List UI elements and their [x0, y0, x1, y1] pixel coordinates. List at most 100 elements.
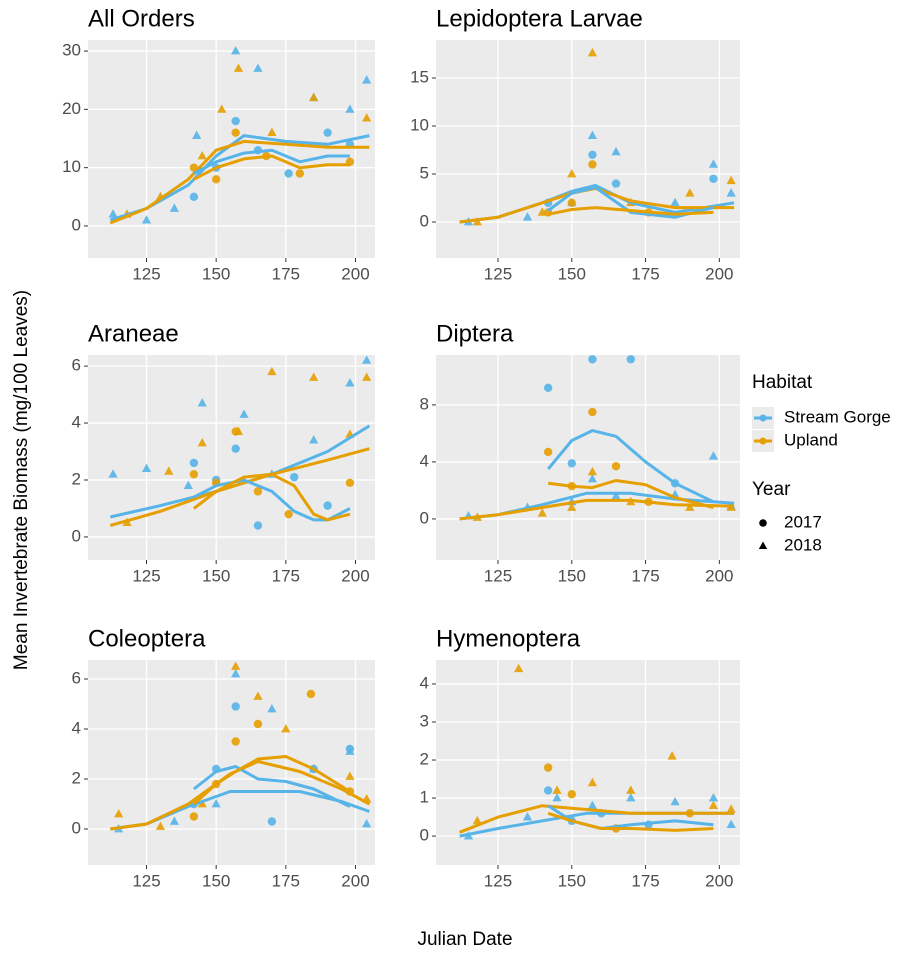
- point: [588, 150, 597, 160]
- point: [543, 786, 553, 795]
- point: [233, 63, 244, 72]
- trend-line: [109, 139, 370, 225]
- trend-line: [192, 755, 351, 806]
- point: [362, 372, 372, 381]
- x-tick-label: 125: [132, 871, 160, 890]
- panel-title: Hymenoptera: [436, 625, 581, 652]
- point: [306, 689, 316, 699]
- legend-title: Habitat: [752, 372, 813, 393]
- y-tick-label: 5: [420, 163, 429, 182]
- point: [155, 821, 166, 830]
- point: [472, 815, 482, 825]
- point: [267, 127, 277, 137]
- y-tick-label: 3: [420, 711, 429, 730]
- point: [587, 48, 598, 57]
- point: [708, 793, 719, 802]
- point: [289, 472, 299, 482]
- point: [685, 188, 695, 197]
- x-tick-label: 200: [341, 871, 369, 890]
- x-tick-label: 200: [705, 871, 733, 890]
- x-tick-label: 125: [484, 264, 512, 283]
- point: [141, 215, 152, 224]
- point: [708, 800, 719, 810]
- point: [108, 209, 118, 218]
- y-tick-label: 0: [420, 826, 429, 845]
- point: [588, 407, 597, 417]
- point: [253, 63, 263, 72]
- point: [267, 703, 277, 713]
- trend-line: [193, 154, 350, 181]
- point: [611, 461, 621, 471]
- x-tick-label: 175: [272, 566, 300, 585]
- x-tick-label: 200: [341, 264, 369, 283]
- point: [670, 796, 680, 806]
- panel-title: Araneae: [88, 320, 179, 347]
- legend-label: 2017: [784, 512, 822, 531]
- point: [309, 372, 319, 381]
- y-tick-label: 10: [62, 157, 81, 176]
- point: [726, 819, 736, 829]
- point: [587, 473, 598, 483]
- point: [211, 798, 221, 808]
- point: [552, 785, 562, 794]
- point: [362, 818, 372, 828]
- legend-symbol: [758, 541, 768, 550]
- legend-symbol: [759, 519, 767, 527]
- point: [192, 130, 202, 139]
- point: [114, 808, 124, 818]
- point: [588, 160, 597, 169]
- y-tick-label: 4: [72, 718, 81, 737]
- trend-line: [547, 429, 715, 504]
- trend-line: [547, 185, 714, 219]
- point: [626, 793, 636, 802]
- legend-label: 2018: [784, 535, 822, 554]
- point: [295, 169, 304, 178]
- point: [567, 502, 577, 511]
- trend-line: [459, 804, 735, 834]
- x-tick-label: 150: [202, 566, 230, 585]
- y-tick-label: 1: [420, 788, 429, 807]
- trend-line: [192, 765, 351, 808]
- point: [231, 668, 241, 678]
- point: [169, 203, 179, 212]
- x-tick-label: 175: [272, 264, 300, 283]
- y-tick-label: 0: [72, 526, 81, 545]
- y-tick-label: 4: [72, 413, 81, 432]
- x-tick-label: 150: [558, 566, 586, 585]
- point: [587, 800, 598, 810]
- point: [169, 816, 179, 825]
- point: [611, 491, 621, 500]
- panel-title: Coleoptera: [88, 625, 206, 652]
- trend-line: [459, 498, 735, 521]
- x-tick-label: 175: [272, 871, 300, 890]
- y-tick-label: 2: [420, 750, 429, 769]
- y-tick-label: 6: [72, 668, 81, 687]
- point: [231, 116, 240, 126]
- point: [587, 130, 598, 139]
- panel-title: All Orders: [88, 5, 195, 32]
- point: [141, 463, 152, 472]
- x-tick-label: 150: [558, 871, 586, 890]
- point: [231, 444, 240, 453]
- legend-label: Stream Gorge: [784, 407, 891, 426]
- point: [567, 459, 576, 468]
- point: [708, 159, 719, 168]
- trend-line: [193, 148, 350, 175]
- y-tick-label: 0: [420, 211, 429, 230]
- point: [588, 355, 597, 364]
- x-tick-label: 150: [202, 871, 230, 890]
- point: [345, 771, 355, 780]
- point: [189, 458, 199, 468]
- y-tick-label: 30: [62, 41, 81, 60]
- point: [345, 744, 355, 754]
- legend-title: Year: [752, 479, 791, 500]
- point: [522, 812, 533, 821]
- panel-background: [436, 660, 740, 865]
- point: [253, 521, 263, 530]
- panel-background: [88, 660, 375, 865]
- point: [108, 469, 118, 478]
- point: [345, 104, 355, 113]
- point: [197, 798, 207, 808]
- point: [362, 75, 372, 84]
